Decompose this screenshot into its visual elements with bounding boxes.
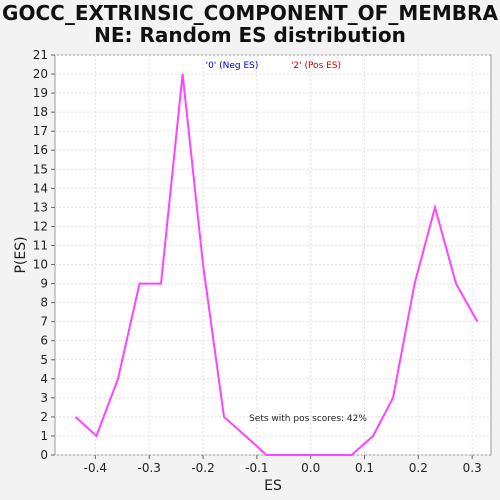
plot-area	[54, 54, 492, 456]
y-tick-label: 9	[40, 277, 48, 291]
chart-title-line-2: NE: Random ES distribution	[94, 23, 406, 47]
y-tick-label: 20	[33, 67, 48, 81]
y-tick-label: 1	[40, 429, 48, 443]
y-tick-label: 19	[33, 86, 48, 100]
y-tick-label: 2	[40, 410, 48, 424]
chart-title: GOCC_EXTRINSIC_COMPONENT_OF_MEMBRA NE: R…	[0, 2, 500, 46]
grid-lines	[55, 54, 491, 456]
y-tick-label: 21	[33, 48, 48, 62]
y-tick-label: 0	[40, 448, 48, 462]
x-tick-label: -0.3	[137, 461, 160, 475]
y-tick-label: 4	[40, 372, 48, 386]
y-tick-label: 7	[40, 315, 48, 329]
x-tick-label: 0.0	[301, 461, 320, 475]
y-tick-label: 11	[33, 238, 48, 252]
x-tick-label: 0.2	[409, 461, 428, 475]
x-tick-label: -0.1	[245, 461, 268, 475]
x-tick-label: -0.4	[84, 461, 107, 475]
series-line	[74, 73, 479, 456]
y-tick-label: 17	[33, 124, 48, 138]
y-tick-label: 10	[33, 258, 48, 272]
x-tick-label: 0.1	[355, 461, 374, 475]
y-tick-label: 3	[40, 391, 48, 405]
y-tick-label: 12	[33, 219, 48, 233]
y-tick-label: 14	[33, 181, 48, 195]
y-tick-label: 18	[33, 105, 48, 119]
pos-scores-annotation: Sets with pos scores: 42%	[249, 414, 367, 424]
y-tick-label: 13	[33, 200, 48, 214]
y-axis-label: P(ES)	[13, 236, 29, 273]
x-tick-label: 0.3	[463, 461, 482, 475]
legend-item-pos-es: '2' (Pos ES)	[291, 61, 341, 71]
y-tick-label: 15	[33, 162, 48, 176]
y-tick-label: 6	[40, 334, 48, 348]
y-tick-label: 8	[40, 296, 48, 310]
legend-item-neg-es: '0' (Neg ES)	[206, 61, 259, 71]
y-tick-label: 5	[40, 353, 48, 367]
x-axis-label: ES	[264, 478, 282, 494]
chart-title-line-1: GOCC_EXTRINSIC_COMPONENT_OF_MEMBRA	[2, 1, 498, 25]
y-tick-label: 16	[33, 143, 48, 157]
series-group	[74, 73, 479, 456]
x-tick-label: -0.2	[191, 461, 214, 475]
